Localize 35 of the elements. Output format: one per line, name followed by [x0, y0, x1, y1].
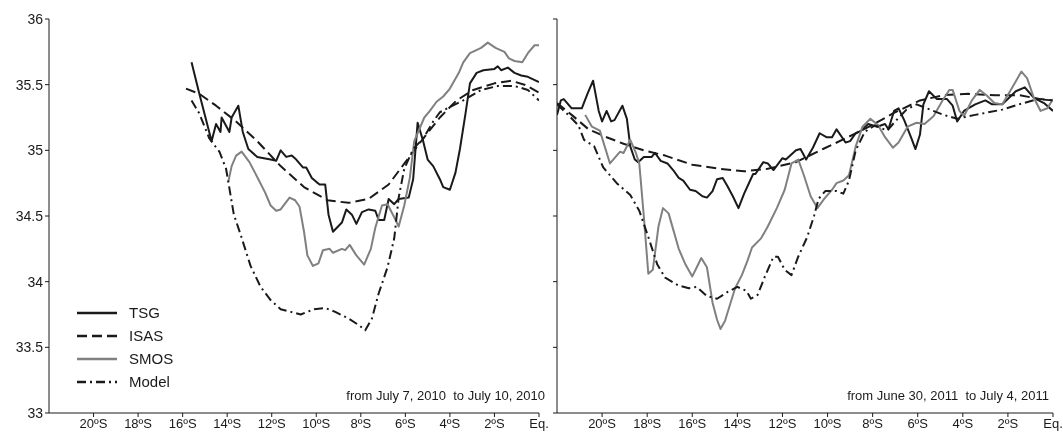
y-tick-label: 36: [27, 10, 44, 27]
y-tick-label: 34.5: [15, 207, 44, 224]
x-tick-label: 16ºS: [678, 416, 707, 432]
x-tick-label: 18ºS: [124, 416, 153, 432]
annotation: from July 7, 2010 to July 10, 2010: [346, 388, 545, 403]
x-tick-label: 14ºS: [213, 416, 242, 432]
x-tick-label: Eq.: [1043, 416, 1063, 432]
x-tick-label: 20ºS: [588, 416, 617, 432]
y-tick-label: 34: [27, 273, 44, 290]
annotation: from June 30, 2011 to July 4, 2011: [847, 388, 1049, 403]
y-tick-label: 33.5: [15, 339, 44, 356]
x-tick-label: Eq.: [529, 416, 549, 432]
legend-label: SMOS: [129, 350, 174, 367]
x-tick-label: 6ºS: [907, 416, 929, 432]
x-tick-label: 10ºS: [813, 416, 842, 432]
x-tick-label: 6ºS: [395, 416, 417, 432]
x-tick-label: 16ºS: [168, 416, 197, 432]
legend-label: Model: [129, 373, 170, 390]
x-tick-label: 20ºS: [79, 416, 108, 432]
x-tick-label: 4ºS: [439, 416, 461, 432]
x-tick-label: 12ºS: [768, 416, 797, 432]
x-tick-label: 14ºS: [723, 416, 752, 432]
x-tick-label: 12ºS: [257, 416, 286, 432]
x-tick-label: 8ºS: [862, 416, 884, 432]
y-tick-label: 35: [27, 142, 44, 159]
x-tick-label: 2ºS: [997, 416, 1019, 432]
y-tick-label: 35.5: [15, 76, 44, 93]
x-tick-label: 8ºS: [350, 416, 372, 432]
x-tick-label: 2ºS: [484, 416, 506, 432]
x-tick-label: 18ºS: [633, 416, 662, 432]
y-tick-label: 33: [27, 404, 44, 421]
x-tick-label: 4ºS: [952, 416, 974, 432]
legend-label: ISAS: [129, 327, 164, 344]
legend-label: TSG: [129, 304, 160, 321]
x-tick-label: 10ºS: [302, 416, 331, 432]
